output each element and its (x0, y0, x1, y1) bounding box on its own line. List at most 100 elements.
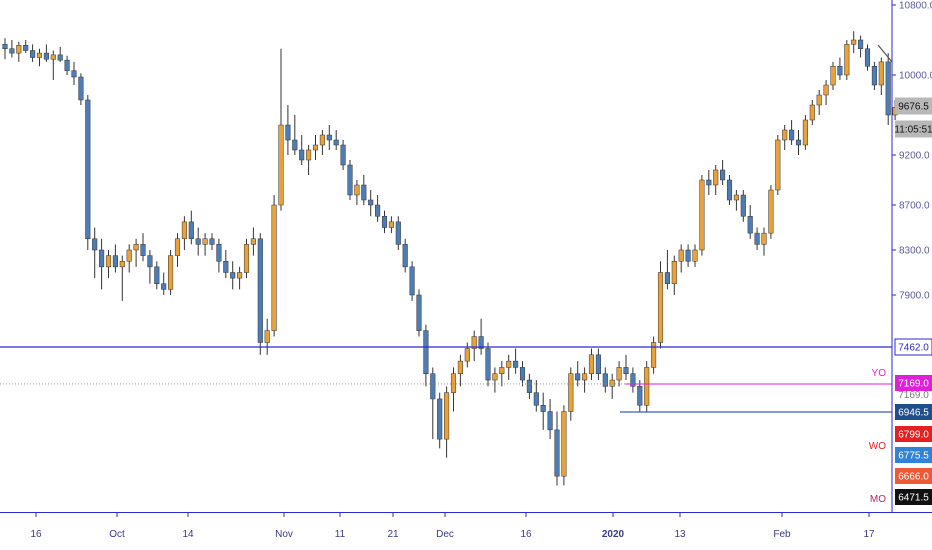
candle (733, 190, 739, 211)
candle (216, 238, 222, 273)
candle-body (168, 255, 174, 290)
level-layer (0, 44, 893, 413)
badge-level-7462: 7462.0 (894, 338, 932, 356)
candle-body (437, 398, 443, 440)
candle-body (768, 189, 774, 234)
candle (57, 47, 63, 62)
x-tick-label: 21 (387, 529, 399, 540)
candle (664, 250, 670, 290)
candle-body (202, 238, 208, 245)
candle-body (388, 221, 394, 228)
countdown-badge-bg (895, 120, 932, 138)
badge-level-6775-label: 6775.5 (898, 451, 929, 462)
current-price-badge-bg (895, 97, 932, 115)
candle (271, 195, 277, 337)
candle (450, 367, 457, 412)
candle (768, 185, 774, 239)
candle-body (126, 249, 132, 262)
candle (133, 238, 139, 267)
candle-body (657, 272, 664, 343)
candle-body (540, 405, 546, 412)
candle (878, 57, 884, 95)
candle (837, 57, 843, 80)
badge-level-6775: 6775.5 (895, 447, 932, 463)
candle-body (575, 373, 581, 381)
x-tick-label: 13 (674, 529, 686, 540)
candle-body (402, 244, 408, 268)
candle (30, 44, 36, 62)
candle (678, 244, 684, 273)
candle-body (71, 70, 77, 78)
candle-body (478, 336, 484, 349)
candle-body (250, 238, 256, 245)
candle-body (519, 367, 526, 381)
candle (368, 190, 374, 217)
candle (168, 250, 174, 295)
candle (16, 41, 22, 62)
candle (575, 361, 581, 387)
candle (237, 266, 243, 290)
candle (720, 160, 726, 185)
candle (540, 392, 546, 430)
y-tick-label: 7900.0 (899, 291, 930, 302)
badge-level-6666: 6666.0 (895, 468, 932, 484)
countdown-badge-label: 11:05:51 (894, 125, 932, 136)
candle (430, 367, 436, 440)
candle-body (554, 429, 560, 477)
candle-body (85, 99, 91, 239)
candle (85, 95, 91, 250)
candle-body (271, 204, 277, 331)
candle-body (499, 367, 505, 374)
candle-body (319, 134, 325, 146)
yo-label: YO (872, 368, 887, 379)
candle (388, 216, 394, 234)
candle (706, 170, 712, 195)
candle (623, 354, 629, 381)
candle (630, 367, 636, 393)
candle (485, 342, 491, 387)
candle-body (119, 261, 125, 268)
mo-label: MO (870, 494, 886, 505)
candle-body (471, 336, 477, 349)
candle-body (885, 61, 891, 116)
candle-body (306, 149, 312, 161)
candle (416, 289, 422, 337)
x-tick-label: Dec (436, 529, 454, 540)
candle-body (354, 184, 360, 196)
candle-body (92, 238, 98, 251)
candle (671, 255, 677, 295)
badge-level-6775-bg (895, 447, 932, 463)
candle-body (506, 360, 512, 368)
candle-body (761, 232, 767, 245)
candle-body (264, 330, 270, 343)
y-tick-label: 10800.0 (899, 1, 932, 12)
candle-body (57, 54, 63, 61)
candle (50, 50, 56, 80)
badge-level-7462-label: 7462.0 (898, 343, 929, 354)
candle-body (9, 48, 15, 54)
candle (299, 135, 305, 165)
candle (637, 380, 643, 412)
candle (257, 233, 263, 355)
candle (457, 354, 463, 387)
candle (747, 205, 753, 239)
candle (802, 115, 808, 150)
candle-body (188, 221, 194, 239)
candle (823, 80, 829, 105)
candle (250, 227, 256, 256)
candle (147, 250, 153, 284)
candle (492, 367, 498, 393)
candle-body (375, 204, 381, 217)
candle (188, 210, 194, 245)
candle-body (99, 249, 105, 268)
candle-body (513, 360, 519, 368)
candle-body (720, 169, 726, 181)
candle-body (409, 266, 415, 296)
candle-body (154, 266, 160, 284)
candle-body (699, 179, 705, 251)
candle (554, 411, 560, 486)
candle (202, 233, 208, 256)
candle (471, 330, 477, 362)
candle-body (174, 238, 181, 256)
candle-body (609, 379, 615, 387)
